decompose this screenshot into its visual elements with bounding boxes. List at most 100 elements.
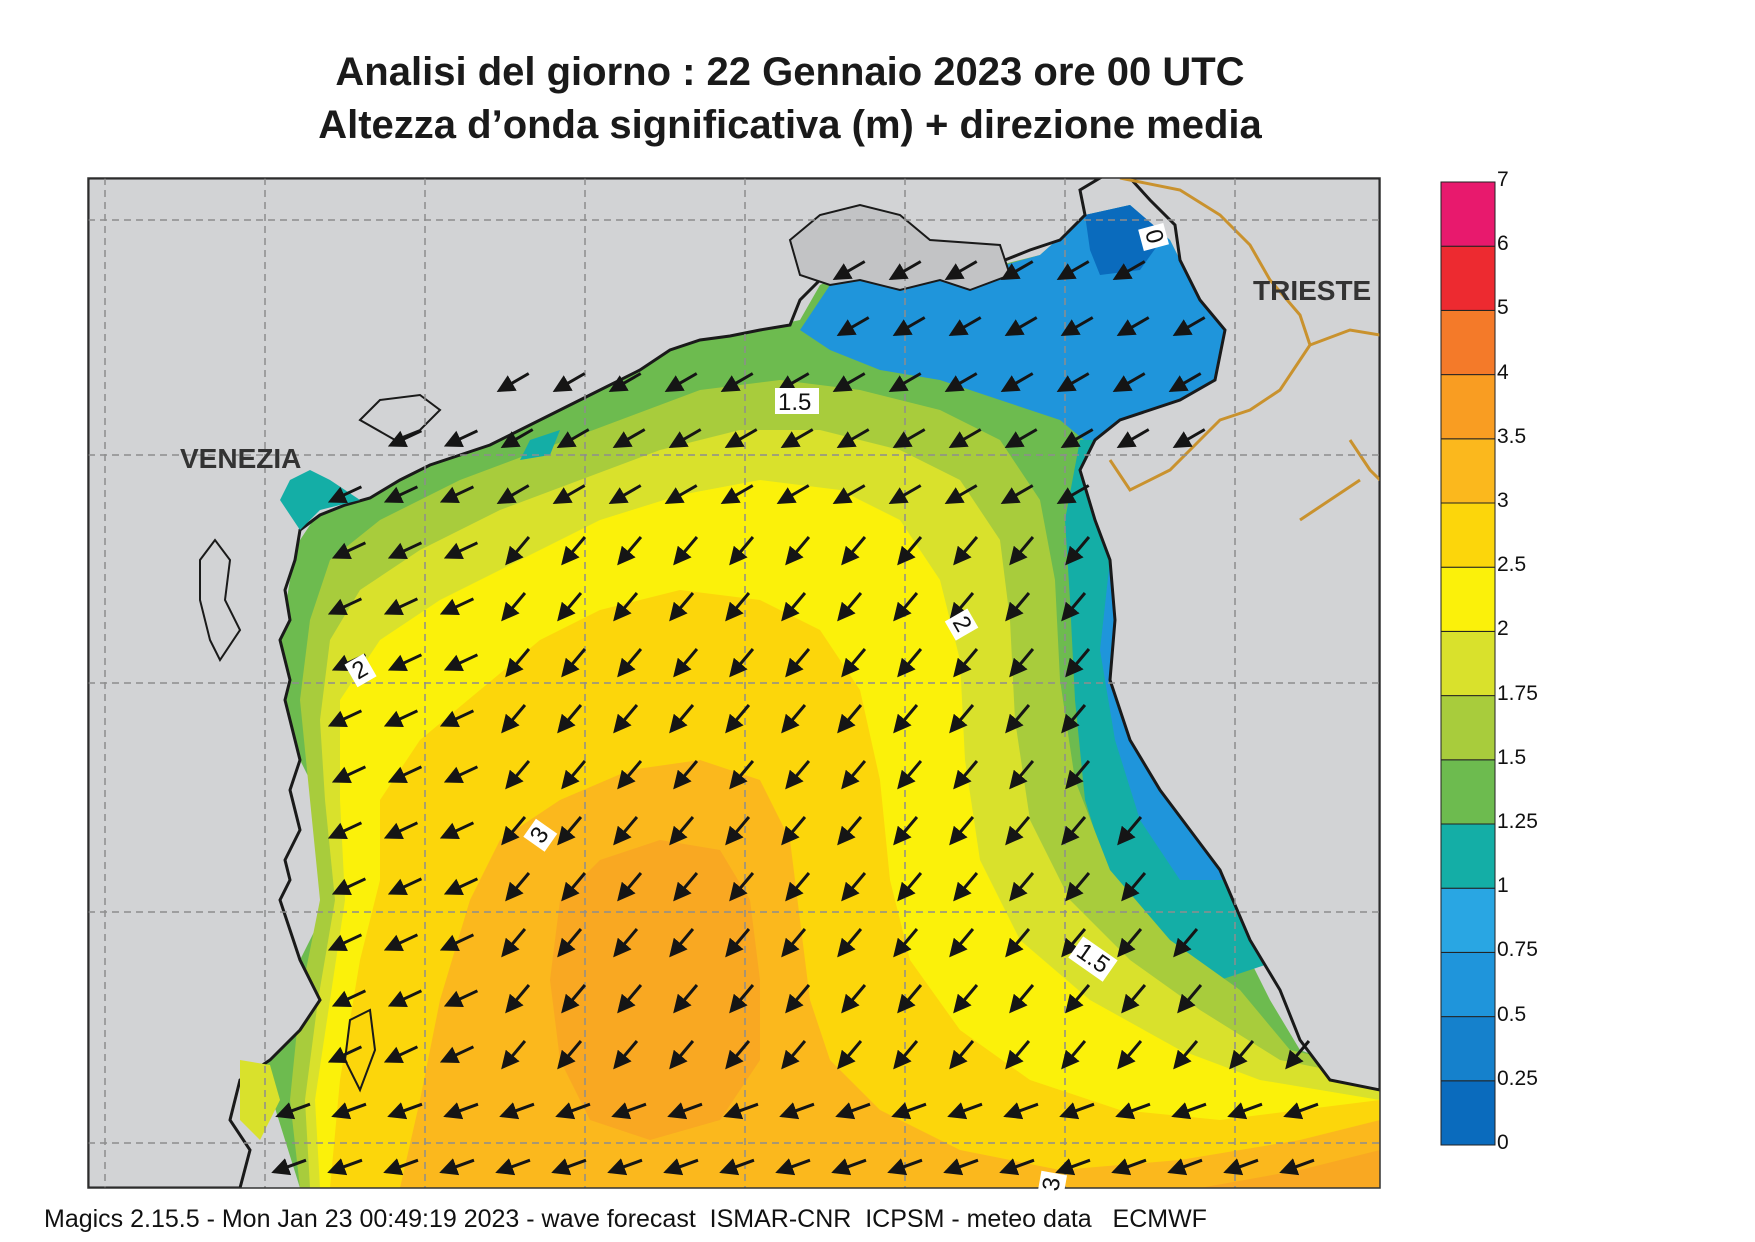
- legend-swatch: [1440, 502, 1496, 568]
- direction-arrow: [443, 877, 479, 896]
- direction-arrow: [608, 372, 642, 393]
- direction-arrow: [383, 597, 419, 616]
- direction-arrow: [949, 1040, 975, 1070]
- direction-arrow: [552, 484, 586, 505]
- direction-arrow: [443, 653, 479, 672]
- direction-arrow: [949, 928, 975, 958]
- direction-arrow: [888, 372, 922, 393]
- direction-arrow: [775, 1158, 811, 1176]
- direction-arrow: [949, 816, 975, 846]
- direction-arrow: [1172, 428, 1206, 449]
- direction-arrow: [383, 709, 419, 728]
- direction-arrow: [719, 1158, 755, 1176]
- direction-arrow: [841, 536, 867, 566]
- direction-arrow: [893, 704, 919, 734]
- direction-arrow: [1173, 928, 1199, 958]
- legend-tick-label: 1.5: [1497, 745, 1527, 769]
- direction-arrow: [1117, 1040, 1143, 1070]
- direction-arrow: [669, 816, 695, 846]
- direction-arrow: [1117, 928, 1143, 958]
- direction-arrow: [331, 989, 367, 1008]
- calm-zone-gulf: [1085, 205, 1165, 275]
- direction-arrow: [785, 984, 811, 1014]
- direction-arrow: [1285, 1040, 1311, 1070]
- direction-arrow: [500, 428, 534, 449]
- direction-arrow: [673, 984, 699, 1014]
- direction-arrow: [1009, 536, 1035, 566]
- direction-arrow: [893, 816, 919, 846]
- legend-tick-label: 0.5: [1497, 1002, 1527, 1026]
- direction-arrow: [953, 984, 979, 1014]
- direction-arrow: [1003, 1102, 1039, 1120]
- band-3-5-core: [550, 840, 760, 1140]
- direction-arrow: [837, 1040, 863, 1070]
- direction-arrow: [439, 597, 475, 616]
- direction-arrow: [327, 821, 363, 840]
- direction-arrow: [897, 872, 923, 902]
- direction-arrow: [832, 372, 866, 393]
- direction-arrow: [673, 648, 699, 678]
- direction-arrow: [383, 933, 419, 952]
- direction-arrow: [1009, 760, 1035, 790]
- direction-arrow: [1060, 428, 1094, 449]
- direction-arrow: [1229, 1040, 1255, 1070]
- direction-arrow: [668, 428, 702, 449]
- direction-arrow: [1004, 428, 1038, 449]
- direction-arrow: [841, 872, 867, 902]
- direction-arrow: [1065, 648, 1091, 678]
- istria-land: [1078, 178, 1380, 1092]
- direction-arrow: [1005, 816, 1031, 846]
- direction-arrow: [1111, 1158, 1147, 1176]
- direction-arrow: [673, 872, 699, 902]
- direction-arrow: [612, 428, 646, 449]
- direction-arrow: [669, 928, 695, 958]
- direction-arrow: [944, 484, 978, 505]
- direction-arrow: [1000, 484, 1034, 505]
- direction-arrow: [781, 928, 807, 958]
- direction-arrow: [776, 484, 810, 505]
- direction-arrow: [729, 536, 755, 566]
- direction-arrow: [443, 429, 479, 448]
- direction-arrow: [1061, 928, 1087, 958]
- direction-arrow: [327, 597, 363, 616]
- city-label-venezia: VENEZIA: [180, 443, 301, 474]
- direction-arrow: [613, 816, 639, 846]
- direction-arrow: [837, 928, 863, 958]
- direction-arrow: [729, 760, 755, 790]
- direction-arrow: [1116, 428, 1150, 449]
- direction-arrow: [1056, 260, 1090, 281]
- direction-arrow: [327, 1158, 363, 1176]
- footer-credits: Magics 2.15.5 - Mon Jan 23 00:49:19 2023…: [44, 1205, 1207, 1233]
- map-subtitle: Altezza d’onda significativa (m) + direz…: [318, 103, 1262, 147]
- direction-arrow: [893, 592, 919, 622]
- direction-arrow: [557, 928, 583, 958]
- direction-arrow: [1056, 484, 1090, 505]
- direction-arrow: [1115, 1102, 1151, 1120]
- direction-arrow: [832, 260, 866, 281]
- direction-arrow: [1171, 1102, 1207, 1120]
- direction-arrow: [561, 760, 587, 790]
- direction-arrow: [836, 316, 870, 337]
- legend-swatch: [1440, 887, 1496, 953]
- legend-colorbar: [1440, 181, 1496, 1146]
- direction-arrow: [1056, 372, 1090, 393]
- direction-arrow: [887, 1158, 923, 1176]
- direction-arrow: [947, 1102, 983, 1120]
- direction-arrow: [501, 704, 527, 734]
- direction-arrow: [501, 592, 527, 622]
- direction-arrow: [327, 1045, 363, 1064]
- direction-arrow: [725, 1040, 751, 1070]
- legend-tick-label: 4: [1497, 360, 1509, 384]
- direction-arrow: [944, 372, 978, 393]
- direction-arrow: [729, 984, 755, 1014]
- direction-arrow: [897, 648, 923, 678]
- legend-swatch: [1440, 951, 1496, 1018]
- legend-swatch: [1440, 438, 1496, 504]
- direction-arrow: [1112, 260, 1146, 281]
- direction-arrow: [557, 816, 583, 846]
- direction-arrow: [613, 928, 639, 958]
- direction-arrow: [949, 704, 975, 734]
- direction-arrow: [1055, 1158, 1091, 1176]
- direction-arrow: [720, 372, 754, 393]
